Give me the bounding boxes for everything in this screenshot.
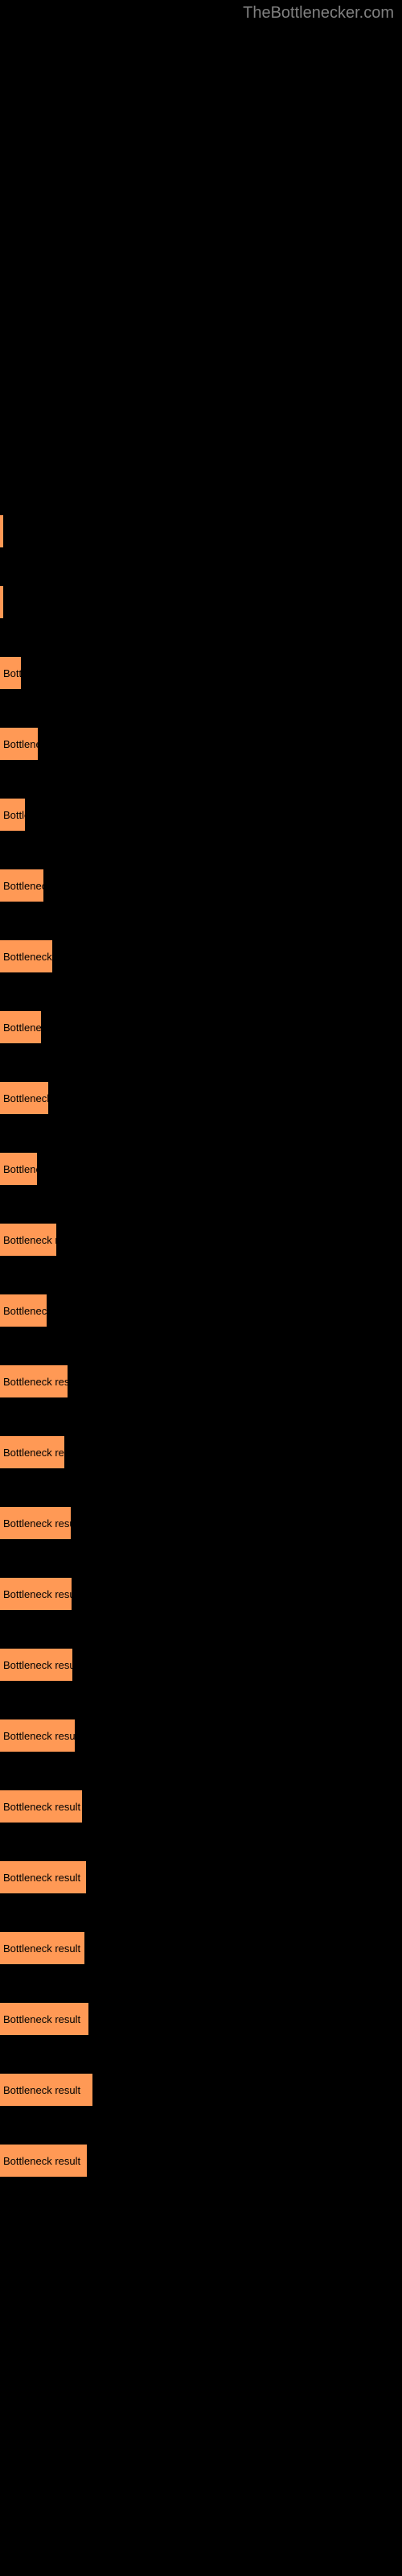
bar-row [0,515,402,564]
bar-row: Bottleneck result [0,1649,402,1697]
chart-bar: Bottleneck result [0,1932,84,1964]
chart-bar: Bottleneck re [0,1082,48,1114]
chart-bar: Bottleneck r [0,1011,41,1043]
bar-row: Bottler [0,799,402,847]
chart-bar: Bottleneck result [0,1507,71,1539]
chart-bar: Bottleneck result [0,1790,82,1823]
chart-bar: Bottleneck result [0,1861,86,1893]
chart-bar: Bottleneck re [0,1294,47,1327]
bar-row: Bottleneck result [0,2003,402,2051]
bar-row: Bottleneck result [0,1365,402,1414]
bar-row: Bottleneck result [0,1507,402,1555]
chart-bar: Bottleneck res [0,940,52,972]
bar-row: Bottleneck result [0,2074,402,2122]
chart-bar: Bottleneck [0,728,38,760]
bar-row: Bottlenec [0,1153,402,1201]
watermark: TheBottlenecker.com [243,4,394,23]
bar-row: Bottleneck res [0,940,402,989]
chart-bar [0,515,3,547]
bar-row: Bottleneck result [0,1861,402,1909]
chart-bar: Bottleneck result [0,2003,88,2035]
bar-row: Bottleneck re [0,1082,402,1130]
chart-bar: Bottler [0,799,25,831]
bar-row: Bottleneck resu [0,1224,402,1272]
bar-row: Bottleneck r [0,869,402,918]
bar-chart: Bottle Bottleneck Bottler Bottleneck r Bottl… [0,0,402,2193]
bar-row: Bottleneck result [0,1578,402,1626]
chart-bar: Bottleneck r [0,869,43,902]
chart-bar: Bottleneck result [0,1719,75,1752]
chart-bar: Bottleneck result [0,1649,72,1681]
chart-bar [0,586,3,618]
bar-row [0,586,402,634]
chart-bar: Bottleneck resu [0,1224,56,1256]
chart-bar: Bottleneck result [0,1436,64,1468]
chart-bar: Bottle [0,657,21,689]
bar-row: Bottleneck result [0,1790,402,1839]
chart-bar: Bottleneck result [0,1578,72,1610]
bar-row: Bottleneck result [0,1932,402,1980]
chart-bar: Bottleneck result [0,2074,92,2106]
bar-row: Bottleneck re [0,1294,402,1343]
bar-row: Bottleneck result [0,1436,402,1484]
bar-row: Bottleneck [0,728,402,776]
chart-bar: Bottlenec [0,1153,37,1185]
bar-row: Bottleneck r [0,1011,402,1059]
chart-bar: Bottleneck result [0,1365,68,1397]
chart-bar: Bottleneck result [0,2145,87,2177]
bar-row: Bottleneck result [0,1719,402,1768]
bar-row: Bottle [0,657,402,705]
bar-row: Bottleneck result [0,2145,402,2193]
